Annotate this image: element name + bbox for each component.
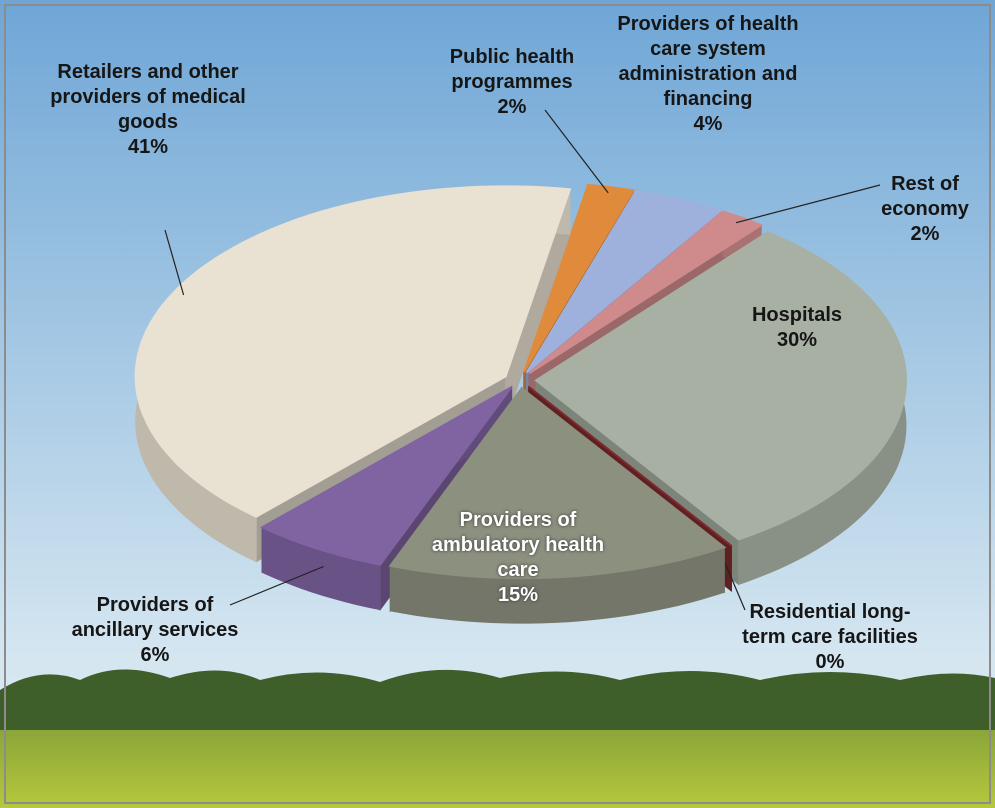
category-label: Hospitals [722, 303, 872, 328]
category-label: Providers of health care system administ… [603, 12, 813, 112]
field [0, 730, 995, 808]
category-label: Residential long-term care facilities [730, 600, 930, 650]
value-label: 41% [48, 135, 248, 160]
value-label: 6% [65, 643, 245, 668]
category-label: Rest of economy [865, 172, 985, 222]
value-label: 15% [423, 583, 613, 608]
data-label: Retailers and other providers of medical… [48, 60, 248, 160]
tree-line [0, 669, 995, 735]
category-label: Public health programmes [427, 45, 597, 95]
category-label: Retailers and other providers of medical… [48, 60, 248, 135]
value-label: 2% [427, 95, 597, 120]
value-label: 2% [865, 222, 985, 247]
category-label: Providers of ambulatory health care [423, 508, 613, 583]
chart: Public health programmes2%Providers of h… [0, 0, 995, 808]
value-label: 0% [730, 650, 930, 675]
category-label: Providers of ancillary services [65, 593, 245, 643]
value-label: 30% [722, 328, 872, 353]
value-label: 4% [603, 112, 813, 137]
data-label: Providers of health care system administ… [603, 12, 813, 137]
